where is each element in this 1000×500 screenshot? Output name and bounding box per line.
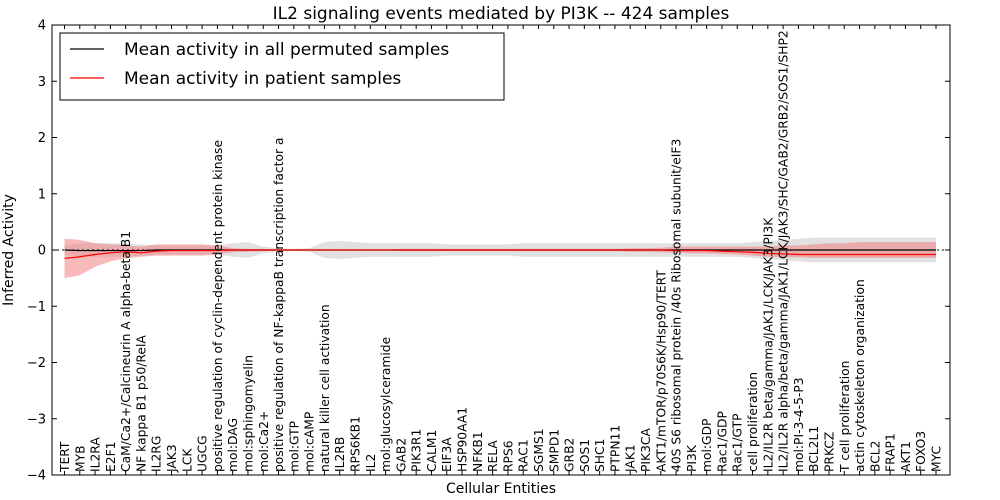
x-tick-label: RAC1 (517, 439, 531, 472)
x-tick-label: RPS6 (501, 440, 515, 472)
x-tick-label: mol:DAG (226, 418, 240, 472)
x-tick-label: TERT (58, 441, 72, 473)
x-tick-label: FOXO3 (914, 431, 928, 472)
x-tick-label: SMPD1 (547, 429, 561, 472)
x-tick-label: AKT1 (899, 441, 913, 472)
legend: Mean activity in all permuted samples Me… (59, 32, 505, 101)
x-tick-label: SHC1 (593, 439, 607, 472)
x-tick-label: PIK3R1 (410, 429, 424, 472)
x-tick-label: CaM/Ca2+/Calcineurin A alpha-beta B1 (119, 231, 133, 472)
y-tick-label: −3 (27, 412, 46, 427)
x-tick-label: SOS1 (578, 439, 592, 472)
legend-label-patient: Mean activity in patient samples (124, 69, 401, 89)
x-tick-label: GRB2 (563, 438, 577, 472)
x-tick-label: IL2/IL2R alpha/beta/gamma/JAK1/LCK/JAK3/… (777, 30, 791, 472)
x-tick-label: E2F1 (104, 442, 118, 473)
x-tick-label: mol:sphingomyelin (241, 355, 255, 472)
x-tick-label: mol:glucosylceramide (379, 337, 393, 472)
y-tick-label: −4 (27, 469, 46, 484)
x-tick-label: MYB (73, 445, 87, 472)
x-axis: TERT MYB IL2RA E2F1 CaM/Ca2+/Calcineurin A a… (58, 25, 944, 475)
x-tick-label: NFKB1 (471, 431, 485, 472)
patient-band (64, 238, 936, 279)
patient-line (64, 249, 936, 260)
legend-box (59, 32, 505, 101)
x-tick-label: positive regulation of cyclin-dependent … (211, 140, 225, 472)
x-tick-label: mol:cAMP (303, 412, 317, 472)
y-tick-label: 0 (38, 244, 46, 259)
x-tick-label: Rac1/GTP (731, 413, 745, 472)
series-lines (52, 249, 950, 260)
y-tick-label: −2 (27, 356, 46, 371)
x-tick-label: PTPN11 (608, 425, 622, 472)
x-tick-label: Rac1/GDP (715, 411, 729, 472)
y-tick-label: 2 (38, 131, 46, 146)
x-tick-label: PRKCZ (822, 432, 836, 472)
y-axis: 4 3 2 1 0 −1 −2 −3 −4 (27, 19, 950, 484)
x-tick-label: BCL2L1 (807, 426, 821, 472)
x-tick-label: 40S S6 ribosomal protein /40s Ribosomal … (670, 139, 684, 472)
x-tick-label: HSP90AA1 (456, 407, 470, 472)
x-tick-label: SGMS1 (532, 428, 546, 472)
x-tick-label: BCL2 (868, 441, 882, 472)
x-tick-label: IL2/IL2R beta/gamma/JAK1/LCK/JAK3/PI3K (761, 217, 775, 472)
chart-title: IL2 signaling events mediated by PI3K --… (273, 4, 730, 24)
x-tick-label: GAB2 (394, 438, 408, 472)
x-tick-label: PIK3CA (639, 427, 653, 472)
y-tick-label: 3 (38, 75, 46, 90)
legend-label-permuted: Mean activity in all permuted samples (124, 40, 449, 60)
x-tick-label: natural killer cell activation (318, 304, 332, 472)
x-tick-label: mol:GTP (287, 421, 301, 472)
y-tick-label: 4 (38, 19, 46, 34)
x-tick-label: CALM1 (425, 430, 439, 472)
x-tick-label: positive regulation of NF-kappaB transcr… (272, 137, 286, 471)
x-tick-label: IL2RB (333, 437, 347, 472)
x-tick-label: mol:PI-3-4-5-P3 (792, 377, 806, 472)
x-tick-label: IL2RA (89, 437, 103, 472)
x-tick-label: PI3K (685, 444, 699, 472)
x-tick-label: FRAP1 (884, 433, 898, 472)
x-axis-title: Cellular Entities (446, 481, 556, 497)
x-tick-label: JAK1 (624, 444, 638, 473)
y-tick-label: 1 (38, 187, 46, 202)
x-tick-label: LCK (180, 448, 194, 472)
x-tick-label: actin cytoskeleton organization (853, 279, 867, 472)
x-tick-label: MYC (930, 446, 944, 472)
y-tick-label: −1 (27, 300, 46, 315)
x-tick-label: IL2 (364, 454, 378, 472)
x-tick-label: UGCG (196, 435, 210, 472)
x-tick-label: IL2RG (150, 436, 164, 472)
x-tick-label: JAK3 (165, 444, 179, 473)
x-tick-label: RPS6KB1 (349, 416, 363, 472)
x-tick-label: mol:Ca2+ (257, 411, 271, 472)
x-tick-label: T cell proliferation (838, 361, 852, 473)
x-tick-label: EIF3A (440, 437, 454, 472)
x-tick-label: RELA (486, 440, 500, 472)
x-tick-label: cell proliferation (746, 372, 760, 472)
y-axis-title: Inferred Activity (1, 194, 17, 306)
x-tick-label: AKT1/mTOR/p70S6K/Hsp90/TERT (654, 270, 668, 472)
x-tick-label: NF kappa B1 p50/RelA (134, 335, 148, 472)
x-tick-label: mol:GDP (700, 419, 714, 472)
